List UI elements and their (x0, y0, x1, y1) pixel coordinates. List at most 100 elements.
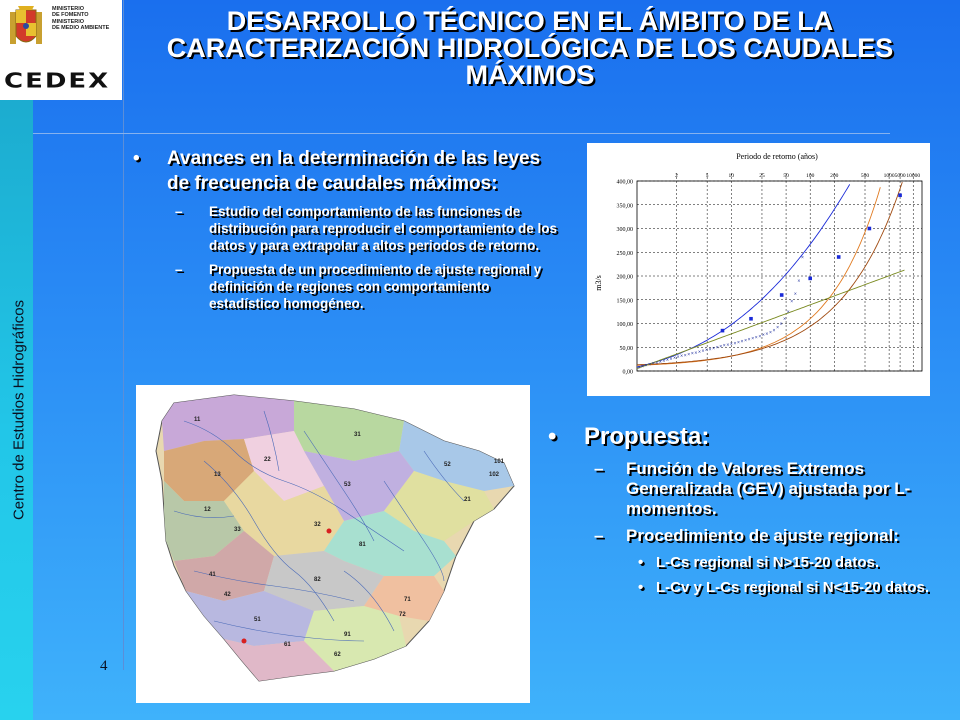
return-period-label: 25 (759, 173, 765, 179)
region-label: 42 (224, 592, 231, 598)
y-tick-label: 250,00 (617, 251, 634, 257)
return-period-label: 10000 (906, 173, 920, 179)
subitem-gev: – Función de Valores Extremos Generalizad… (594, 459, 911, 518)
data-point-x: × (684, 353, 687, 359)
region-label: 11 (194, 417, 201, 423)
left-text-block: • Avances en la determinación de las leye… (133, 146, 563, 312)
data-point-x: × (787, 309, 790, 315)
data-point-x: × (751, 336, 754, 342)
data-point-x: × (652, 361, 655, 367)
bullet-avances: • Avances en la determinación de las leye… (133, 148, 541, 194)
data-point-x: × (645, 363, 648, 369)
data-point-x: × (783, 317, 786, 323)
basin-regions-map: 11 31 52 101 13 53 21 33 32 81 82 41 71 72 51 91 102 22 42… (144, 391, 522, 697)
data-point-x: × (662, 358, 665, 364)
data-point-x: × (769, 330, 772, 336)
data-point-x: × (776, 325, 779, 331)
data-point-x: × (723, 343, 726, 349)
region-label: 82 (314, 577, 321, 583)
region-label: 51 (254, 617, 261, 623)
y-tick-label: 0,00 (623, 370, 634, 376)
region-label: 32 (314, 522, 321, 528)
data-point (720, 328, 725, 333)
region-label: 71 (404, 597, 411, 603)
data-point-x: × (730, 342, 733, 348)
data-point-x: × (701, 348, 704, 354)
region-label: 41 (209, 572, 216, 578)
data-point-x: × (773, 328, 776, 334)
data-point-x: × (748, 337, 751, 343)
return-period-label: 5000 (895, 173, 906, 179)
sidebar-strip: Centro de Estudios Hidrográficos (0, 0, 33, 720)
data-point-x: × (744, 338, 747, 344)
y-tick-label: 100,00 (617, 322, 634, 328)
data-point (779, 293, 784, 297)
fit-curve (636, 187, 881, 366)
data-point-x: × (733, 341, 736, 347)
data-point (867, 226, 872, 231)
data-point-x: × (677, 355, 680, 361)
data-point-x: × (659, 359, 662, 365)
return-period-label: 100 (806, 173, 815, 179)
logo-block: MINISTERIO DE FOMENTO MINISTERIO DE MEDI… (0, 0, 122, 100)
data-point (898, 193, 902, 198)
region-labels: 11 31 52 101 13 53 21 33 32 81 82 41 71 72 51 91 102 22 42… (194, 417, 505, 658)
data-point-x: × (712, 346, 715, 352)
data-point-x: × (790, 299, 793, 305)
chart-grid (636, 173, 923, 372)
return-period-label: 200 (830, 173, 839, 179)
frequency-chart: Periodo de retorno (años) 2 5 10 25 50 100 200… (587, 143, 930, 396)
y-tick-label: 300,00 (617, 227, 634, 233)
subsub-lcv: • L-Cv y L-Cs regional si N<15-20 datos. (638, 579, 929, 596)
y-axis-label: m3/s (594, 275, 603, 291)
return-period-label: 5 (706, 173, 709, 179)
y-tick-label: 400,00 (617, 180, 634, 186)
fit-curve (636, 269, 905, 370)
horizontal-divider (33, 133, 890, 134)
return-period-label: 2 (675, 173, 678, 179)
region-label: 72 (399, 612, 406, 618)
data-point-x: × (641, 364, 644, 370)
y-tick-label: 50,00 (620, 346, 634, 352)
data-point-x: × (638, 365, 641, 371)
region-label: 22 (264, 457, 271, 463)
region-label: 101 (494, 459, 505, 465)
subsub-lcs: • L-Cs regional si N>15-20 datos. (638, 554, 879, 571)
data-point-x: × (741, 339, 744, 345)
cedex-logo: CEDEX (4, 69, 111, 93)
slide-title: DESARROLLO TÉCNICO EN EL ÁMBITO DE LA CA… (166, 6, 894, 90)
data-point-x: × (726, 343, 729, 349)
data-point-x: × (687, 352, 690, 358)
region-label: 12 (204, 507, 211, 513)
y-tick-label: 350,00 (617, 203, 634, 209)
data-point-x: × (762, 333, 765, 339)
region-label: 61 (284, 642, 291, 648)
data-points: × × × × × × × × × × × × × × × × × × × × × × × × × × × × × × × × × × × × × × × ×… (638, 193, 902, 371)
fit-curves (636, 181, 905, 370)
region-label: 33 (234, 527, 241, 533)
return-period-label: 500 (861, 173, 870, 179)
region-label: 62 (334, 652, 341, 658)
vertical-divider (123, 0, 124, 670)
return-period-label: 1000 (884, 173, 895, 179)
chart-title: Periodo de retorno (años) (736, 152, 818, 161)
data-point-x: × (801, 255, 804, 261)
region-label: 52 (444, 462, 451, 468)
data-point-x: × (737, 340, 740, 346)
y-tick-label: 200,00 (617, 275, 634, 281)
return-period-labels: 2 5 10 25 50 100 200 500 1000 5000 10000 (675, 173, 920, 179)
subitem-propuesta: – Propuesta de un procedimiento de ajuste… (175, 262, 542, 311)
data-point-x: × (758, 334, 761, 340)
data-point-x: × (680, 354, 683, 360)
region-label: 13 (214, 472, 221, 478)
data-point-x: × (797, 279, 800, 285)
data-point-x: × (691, 351, 694, 357)
data-point (808, 276, 812, 281)
data-point-x: × (709, 347, 712, 353)
spanish-coat-of-arms-icon (10, 6, 42, 44)
data-point-x: × (705, 347, 708, 353)
data-point (836, 255, 841, 259)
data-point-x: × (698, 349, 701, 355)
region-label: 102 (489, 472, 500, 478)
subitem-procedimiento: – Procedimiento de ajuste regional: (594, 526, 900, 545)
